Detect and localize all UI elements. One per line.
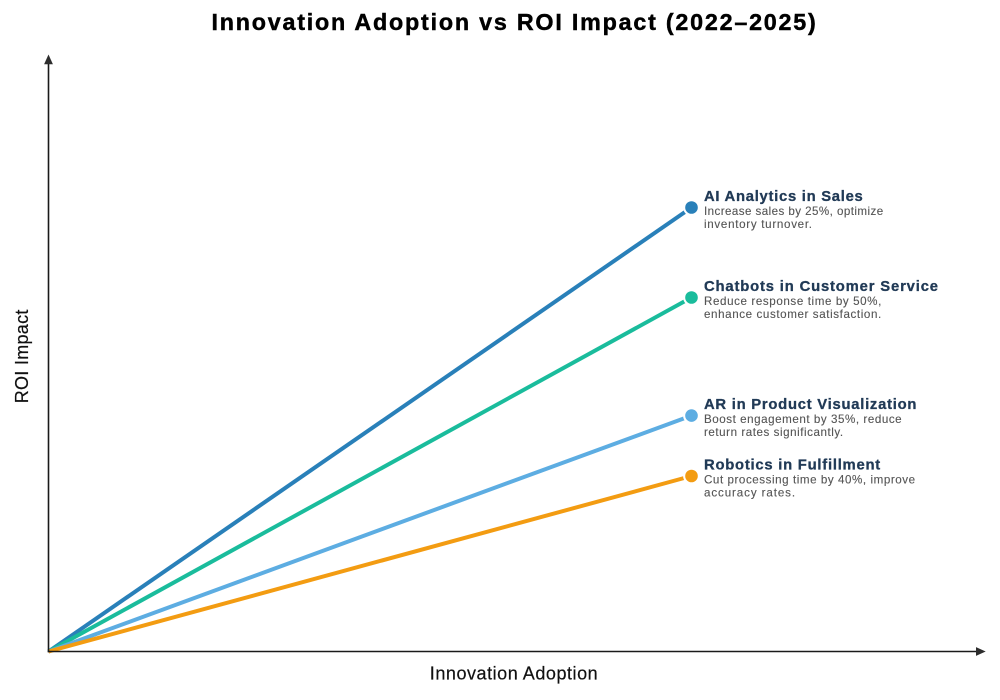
svg-text:Innovation Adoption: Innovation Adoption [430, 663, 598, 683]
svg-text:AR in Product Visualization: AR in Product Visualization [704, 397, 917, 413]
svg-text:Innovation Adoption vs ROI Imp: Innovation Adoption vs ROI Impact (2022–… [211, 9, 817, 35]
svg-text:enhance customer satisfaction.: enhance customer satisfaction. [704, 308, 882, 321]
svg-text:return rates significantly.: return rates significantly. [704, 426, 844, 439]
svg-text:Increase sales by 25%, optimiz: Increase sales by 25%, optimize [704, 205, 884, 218]
svg-text:Chatbots in Customer Service: Chatbots in Customer Service [704, 279, 939, 295]
svg-text:Reduce response time by 50%,: Reduce response time by 50%, [704, 295, 882, 308]
svg-text:accuracy rates.: accuracy rates. [704, 487, 796, 500]
svg-text:inventory turnover.: inventory turnover. [704, 218, 813, 231]
svg-text:Boost engagement by 35%, reduc: Boost engagement by 35%, reduce [704, 413, 902, 426]
svg-text:ROI Impact: ROI Impact [12, 309, 32, 403]
svg-text:Cut processing time by 40%, im: Cut processing time by 40%, improve [704, 473, 916, 486]
svg-text:AI Analytics in Sales: AI Analytics in Sales [704, 189, 864, 205]
svg-text:Robotics in Fulfillment: Robotics in Fulfillment [704, 457, 881, 473]
